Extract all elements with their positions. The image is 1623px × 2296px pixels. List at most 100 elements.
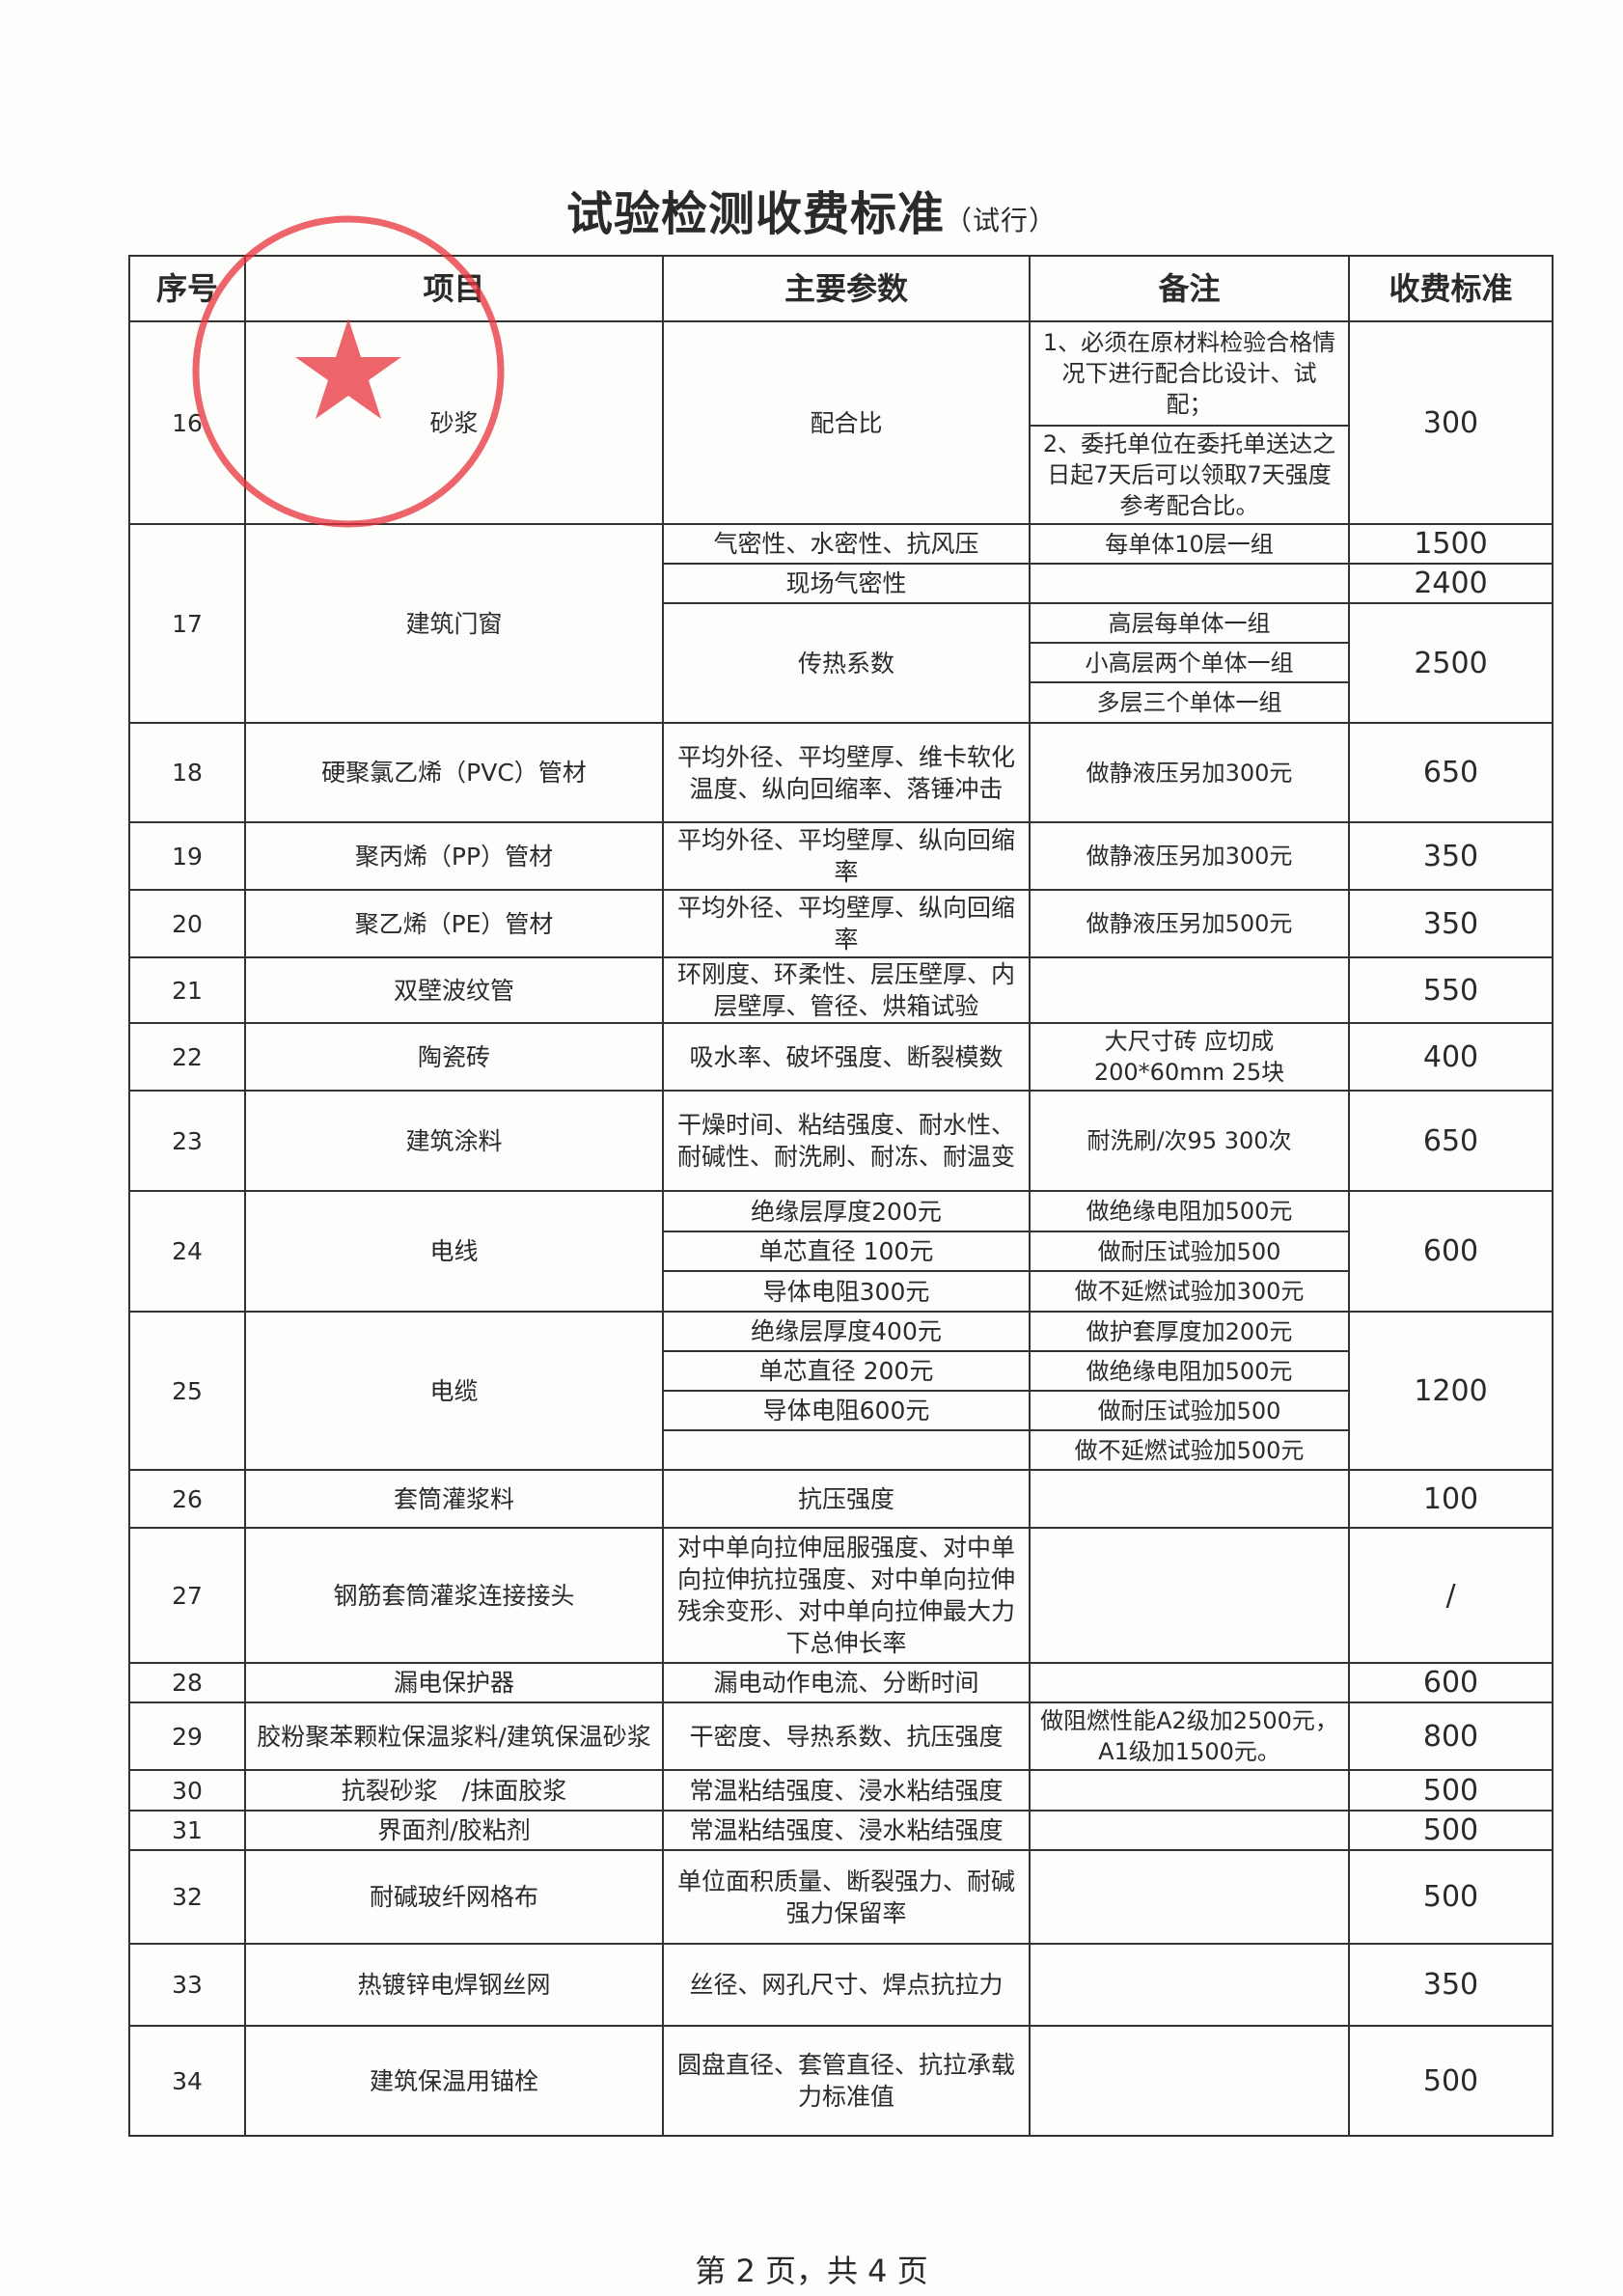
table-cell: 30 (128, 1769, 246, 1812)
page-number: 第 2 页，共 4 页 (695, 2253, 928, 2289)
page-title: 试验检测收费标准（试行） (565, 187, 1058, 241)
table-cell: 耐洗刷/次95 300次 (1029, 1090, 1350, 1192)
table-row: 23 建筑涂料 干燥时间、粘结强度、耐水性、耐碱性、耐洗刷、耐冻、耐温变 耐洗刷/次9… (128, 1090, 1554, 1192)
table-cell: 现场气密性 (662, 563, 1031, 604)
table-cell: 对中单向拉伸屈服强度、对中单向拉伸抗拉强度、对中单向拉伸残余变形、对中单向拉伸最… (662, 1527, 1031, 1664)
table-cell (1029, 563, 1350, 604)
table-row: 25 电缆 绝缘层厚度400元 做护套厚度加200元 1200 (128, 1311, 1554, 1471)
table-cell: 34 (128, 2025, 246, 2137)
table-cell: 界面剂/胶粘剂 (244, 1810, 664, 1851)
table-cell: 丝径、网孔尺寸、焊点抗拉力 (662, 1943, 1031, 2027)
table-cell: 32 (128, 1849, 246, 1945)
table-cell: 配合比 (662, 320, 1031, 525)
table-cell: 做护套厚度加200元 (1029, 1311, 1350, 1352)
table-cell: 350 (1348, 889, 1554, 958)
table-cell: 聚丙烯（PP）管材 (244, 821, 664, 891)
table-cell: 陶瓷砖 (244, 1022, 664, 1092)
table-cell: 砂浆 (244, 320, 664, 525)
table-cell (662, 1429, 1031, 1471)
table-cell: 400 (1348, 1022, 1554, 1092)
table-cell: 26 (128, 1469, 246, 1529)
table-cell: 350 (1348, 1943, 1554, 2027)
table-cell: 胶粉聚苯颗粒保温浆料/建筑保温砂浆 (244, 1701, 664, 1771)
table-row: 30 抗裂砂浆 /抹面胶浆 常温粘结强度、浸水粘结强度 500 (128, 1769, 1554, 1812)
table-cell: 气密性、水密性、抗风压 (662, 523, 1031, 565)
table-cell: 导体电阻300元 (662, 1270, 1031, 1313)
table-cell: 1200 (1348, 1311, 1554, 1471)
table-cell: 650 (1348, 1090, 1554, 1192)
table-cell: 650 (1348, 722, 1554, 823)
table-row: 33 热镀锌电焊钢丝网 丝径、网孔尺寸、焊点抗拉力 350 (128, 1943, 1554, 2027)
table-row: 17 建筑门窗 气密性、水密性、抗风压 每单体10层一组 1500 (128, 523, 1554, 724)
table-row: 16 砂浆 配合比 1、必须在原材料检验合格情况下进行配合比设计、试配； 300 (128, 320, 1554, 525)
table-cell: 300 (1348, 320, 1554, 525)
table-cell: 绝缘层厚度400元 (662, 1311, 1031, 1352)
table-cell: 2400 (1348, 563, 1554, 604)
table-cell: 做静液压另加300元 (1029, 821, 1350, 891)
table-cell: 双壁波纹管 (244, 956, 664, 1024)
table-cell: 聚乙烯（PE）管材 (244, 889, 664, 958)
table-cell: 22 (128, 1022, 246, 1092)
table-cell: 电线 (244, 1190, 664, 1313)
table-cell (1029, 1943, 1350, 2027)
table-cell: 单位面积质量、断裂强力、耐碱强力保留率 (662, 1849, 1031, 1945)
table-cell: 100 (1348, 1469, 1554, 1529)
table-cell: 500 (1348, 2025, 1554, 2137)
table-cell: 500 (1348, 1849, 1554, 1945)
table-cell: 25 (128, 1311, 246, 1471)
table-cell: 环刚度、环柔性、层压壁厚、内层壁厚、管径、烘箱试验 (662, 956, 1031, 1024)
table-cell: 常温粘结强度、浸水粘结强度 (662, 1810, 1031, 1851)
table-cell: 高层每单体一组 (1029, 602, 1350, 644)
table-cell: 多层三个单体一组 (1029, 681, 1350, 724)
table-cell: 27 (128, 1527, 246, 1664)
table-row: 32 耐碱玻纤网格布 单位面积质量、断裂强力、耐碱强力保留率 500 (128, 1849, 1554, 1945)
table-row: 21 双壁波纹管 环刚度、环柔性、层压壁厚、内层壁厚、管径、烘箱试验 550 (128, 956, 1554, 1024)
table-cell: 1、必须在原材料检验合格情况下进行配合比设计、试配； (1029, 320, 1350, 427)
table-cell: 单芯直径 100元 (662, 1231, 1031, 1272)
table-row: 24 电线 绝缘层厚度200元 做绝缘电阻加500元 600 (128, 1190, 1554, 1313)
table-cell: 做耐压试验加500 (1029, 1390, 1350, 1431)
table-cell: 550 (1348, 956, 1554, 1024)
header-item: 项目 (244, 255, 664, 322)
table-cell: 建筑保温用锚栓 (244, 2025, 664, 2137)
table-cell: 传热系数 (662, 602, 1031, 724)
table-cell (1029, 2025, 1350, 2137)
table-row: 31 界面剂/胶粘剂 常温粘结强度、浸水粘结强度 500 (128, 1810, 1554, 1851)
table-cell: 17 (128, 523, 246, 724)
table-cell: 平均外径、平均壁厚、纵向回缩率 (662, 821, 1031, 891)
table-cell (1029, 1849, 1350, 1945)
table-cell: 31 (128, 1810, 246, 1851)
table-cell: 单芯直径 200元 (662, 1350, 1031, 1392)
table-header: 序号 项目 主要参数 备注 收费标准 (128, 255, 1554, 322)
table-cell: 漏电保护器 (244, 1662, 664, 1703)
table-cell: 23 (128, 1090, 246, 1192)
table-row: 22 陶瓷砖 吸水率、破坏强度、断裂模数 大尺寸砖 应切成200*60mm 25块 40… (128, 1022, 1554, 1092)
table-cell: 600 (1348, 1190, 1554, 1313)
table-cell: 常温粘结强度、浸水粘结强度 (662, 1769, 1031, 1812)
table-cell: 做静液压另加300元 (1029, 722, 1350, 823)
table-cell: 做耐压试验加500 (1029, 1231, 1350, 1272)
table-cell: / (1348, 1527, 1554, 1664)
table-cell: 电缆 (244, 1311, 664, 1471)
table-cell: 28 (128, 1662, 246, 1703)
table-cell: 干燥时间、粘结强度、耐水性、耐碱性、耐洗刷、耐冻、耐温变 (662, 1090, 1031, 1192)
table-cell: 19 (128, 821, 246, 891)
table-cell: 18 (128, 722, 246, 823)
table-cell: 2500 (1348, 602, 1554, 724)
table-row: 18 硬聚氯乙烯（PVC）管材 平均外径、平均壁厚、维卡软化温度、纵向回缩率、落锤冲… (128, 722, 1554, 823)
table-cell: 33 (128, 1943, 246, 2027)
table-cell: 圆盘直径、套管直径、抗拉承载力标准值 (662, 2025, 1031, 2137)
fee-table: 序号 项目 主要参数 备注 收费标准 16 砂浆 配合比 1、必须在原材料检验合… (128, 255, 1554, 2137)
table-cell: 做绝缘电阻加500元 (1029, 1350, 1350, 1392)
table-cell: 套筒灌浆料 (244, 1469, 664, 1529)
table-cell: 1500 (1348, 523, 1554, 565)
table-cell (1029, 1769, 1350, 1812)
table-cell: 500 (1348, 1769, 1554, 1812)
table-cell: 20 (128, 889, 246, 958)
table-cell: 建筑门窗 (244, 523, 664, 724)
table-cell: 350 (1348, 821, 1554, 891)
table-cell: 热镀锌电焊钢丝网 (244, 1943, 664, 2027)
table-cell: 钢筋套筒灌浆连接接头 (244, 1527, 664, 1664)
table-cell: 大尺寸砖 应切成200*60mm 25块 (1029, 1022, 1350, 1092)
table-cell: 做不延燃试验加500元 (1029, 1429, 1350, 1471)
